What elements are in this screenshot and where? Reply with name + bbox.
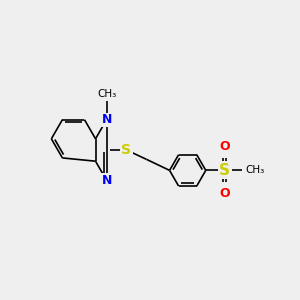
- Text: CH₃: CH₃: [97, 89, 116, 99]
- Text: CH₃: CH₃: [245, 165, 264, 176]
- Text: O: O: [219, 140, 230, 153]
- Text: S: S: [122, 143, 131, 157]
- Text: N: N: [101, 174, 112, 187]
- Text: S: S: [219, 163, 230, 178]
- Text: O: O: [219, 187, 230, 200]
- Text: N: N: [101, 113, 112, 126]
